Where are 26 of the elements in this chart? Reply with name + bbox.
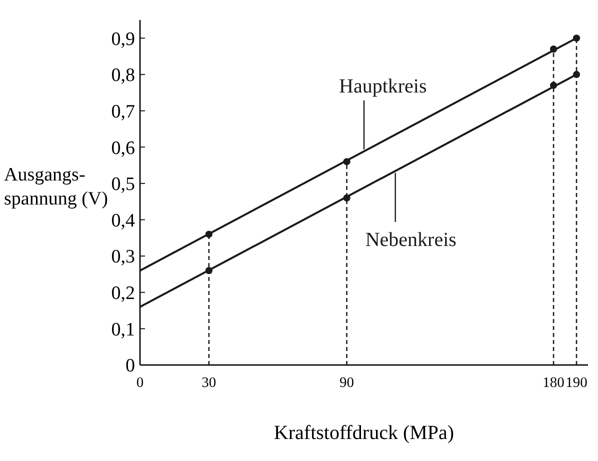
y-tick-label: 0,6 <box>111 138 135 159</box>
y-tick-label: 0,3 <box>111 246 135 268</box>
x-axis-title: Kraftstoffdruck (MPa) <box>274 422 454 444</box>
x-tick-label: 90 <box>340 375 354 391</box>
point <box>205 230 212 238</box>
point <box>343 194 350 202</box>
x-tick-label: 180 <box>542 375 564 391</box>
point <box>550 82 558 89</box>
y-tick-label: 0,7 <box>111 101 135 122</box>
x-tick-label: 30 <box>202 375 216 391</box>
y-tick-label: 0,9 <box>111 28 135 50</box>
series-label: Nebenkreis <box>365 228 457 251</box>
y-tick-label: 0 <box>126 356 135 377</box>
y-axis-title: Ausgangs- spannung (V) <box>4 164 108 210</box>
y-tick-label: 0,1 <box>111 319 135 340</box>
point <box>572 34 580 42</box>
y-tick-label: 0,2 <box>111 283 135 304</box>
series-label: Hauptkreis <box>339 75 427 98</box>
y-tick-label: 0,8 <box>111 65 135 86</box>
point <box>343 158 350 166</box>
y-tick-label: 0,5 <box>111 174 135 196</box>
x-tick-label: 190 <box>566 375 588 391</box>
point <box>205 267 212 274</box>
y-tick-label: 0,4 <box>111 210 136 232</box>
point <box>572 70 580 78</box>
point <box>550 45 558 53</box>
